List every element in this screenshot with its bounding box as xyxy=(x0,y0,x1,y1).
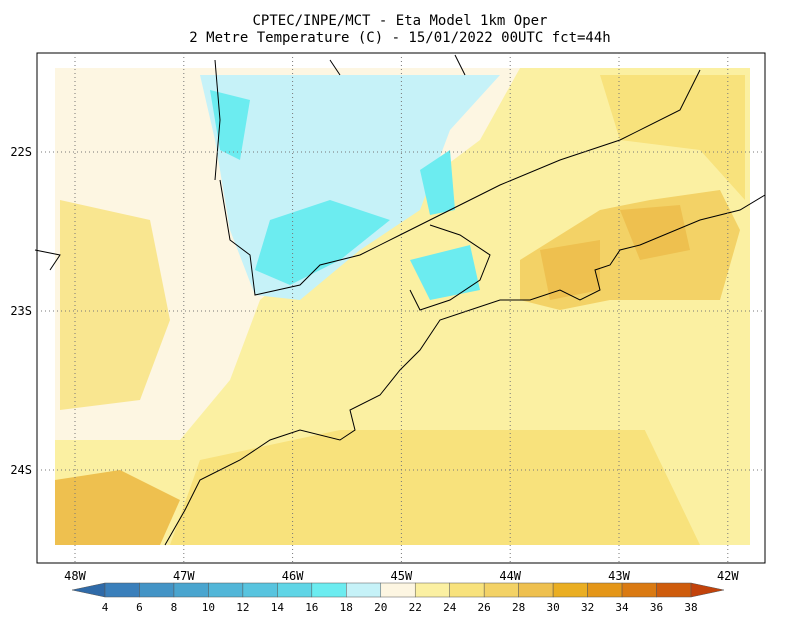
lat-label: 22S xyxy=(10,145,32,159)
lon-label: 43W xyxy=(608,569,630,583)
colorbar-arrow xyxy=(690,582,725,598)
colorbar-label: 20 xyxy=(374,601,387,614)
graticule: 22S 23S 24S 48W 47W 46W 45W 44W 43W 42W xyxy=(10,53,765,583)
colorbar-label: 16 xyxy=(305,601,318,614)
colorbar-label: 18 xyxy=(340,601,353,614)
colorbar-label: 30 xyxy=(546,601,559,614)
colorbar-label: 4 xyxy=(102,601,109,614)
lat-label: 23S xyxy=(10,304,32,318)
colorbar-arrow xyxy=(71,582,106,598)
title-line-2: 2 Metre Temperature (C) - 15/01/2022 00U… xyxy=(189,30,610,46)
colorbar-label: 12 xyxy=(236,601,249,614)
colorbar-swatch xyxy=(242,582,278,598)
colorbar-label: 26 xyxy=(478,601,491,614)
colorbar-label: 38 xyxy=(684,601,697,614)
colorbar-label: 34 xyxy=(615,601,629,614)
lon-label: 45W xyxy=(391,569,413,583)
temperature-field xyxy=(55,68,750,545)
colorbar-label: 6 xyxy=(136,601,143,614)
colorbar-swatch xyxy=(208,582,244,598)
colorbar-swatch xyxy=(104,582,140,598)
colorbar-swatch xyxy=(173,582,209,598)
colorbar-label: 14 xyxy=(271,601,285,614)
colorbar: 4 6 8 10 12 14 16 18 20 22 24 26 28 30 32 34 36 38 xyxy=(71,582,725,614)
colorbar-swatch xyxy=(380,582,416,598)
colorbar-swatch xyxy=(552,582,588,598)
colorbar-swatch xyxy=(449,582,485,598)
colorbar-label: 36 xyxy=(650,601,663,614)
colorbar-swatch xyxy=(277,582,313,598)
lat-label: 24S xyxy=(10,463,32,477)
colorbar-label: 32 xyxy=(581,601,594,614)
title-line-1: CPTEC/INPE/MCT - Eta Model 1km Oper xyxy=(252,13,547,29)
colorbar-swatch xyxy=(656,582,692,598)
colorbar-swatch xyxy=(414,582,450,598)
colorbar-label: 10 xyxy=(202,601,215,614)
colorbar-label: 8 xyxy=(171,601,178,614)
colorbar-swatch xyxy=(346,582,382,598)
colorbar-swatch xyxy=(311,582,347,598)
lon-label: 44W xyxy=(499,569,521,583)
coastline xyxy=(34,54,766,546)
colorbar-swatch xyxy=(587,582,623,598)
lon-label: 48W xyxy=(64,569,86,583)
lon-label: 42W xyxy=(717,569,739,583)
colorbar-swatch xyxy=(483,582,519,598)
colorbar-swatch xyxy=(139,582,175,598)
colorbar-swatch xyxy=(621,582,657,598)
colorbar-label: 24 xyxy=(443,601,457,614)
lon-label: 46W xyxy=(282,569,304,583)
lon-label: 47W xyxy=(173,569,195,583)
colorbar-label: 28 xyxy=(512,601,525,614)
colorbar-swatch xyxy=(518,582,554,598)
colorbar-label: 22 xyxy=(409,601,422,614)
